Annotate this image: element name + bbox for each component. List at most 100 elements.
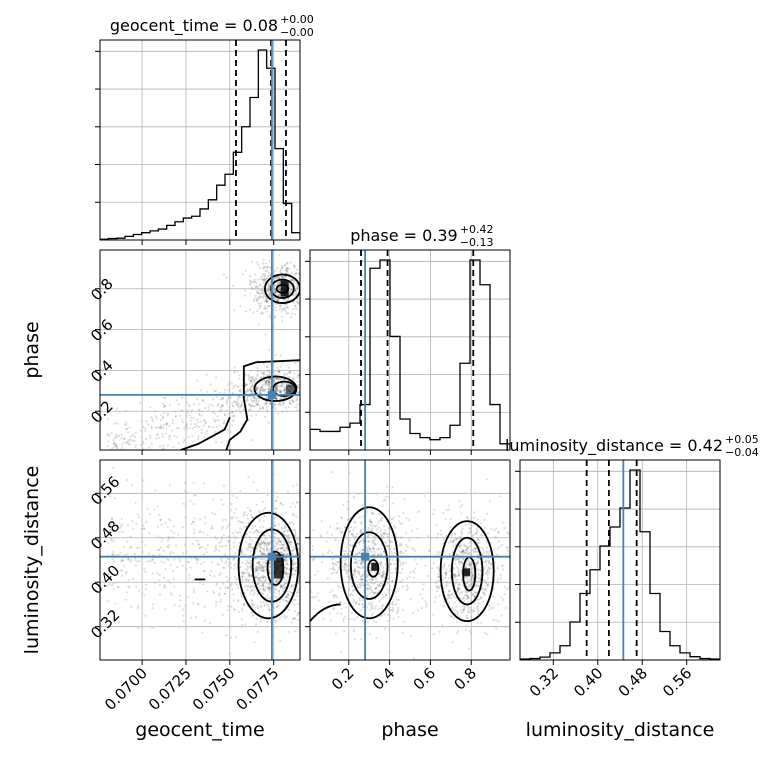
sample-point [236,386,239,389]
sample-point [471,579,474,583]
sample-point [343,602,346,605]
sample-point [410,547,414,550]
sample-point [227,524,230,527]
sample-point [132,527,135,531]
sample-point [108,569,111,573]
sample-point [366,606,369,609]
sample-point [231,415,234,418]
sample-point [173,531,176,534]
sample-point [119,551,122,554]
sample-point [134,564,137,567]
sample-point [265,366,268,369]
sample-point [478,602,481,605]
sample-point [486,574,489,577]
sample-point [479,575,482,578]
sample-point [360,578,364,582]
sample-point [250,380,253,383]
sample-point [235,403,238,406]
sample-point [316,570,319,573]
sample-point [462,597,465,600]
sample-point [113,497,117,500]
sample-point [268,259,271,262]
sample-point [461,558,464,561]
sample-point [294,289,297,292]
sample-point [474,547,477,550]
sample-point [124,554,127,557]
sample-point [370,588,373,592]
sample-point [249,280,252,283]
tick-label-phase: 0.2 [328,664,358,694]
sample-point [262,569,266,572]
sample-point [259,546,262,549]
sample-point [334,594,337,597]
sample-point [405,584,409,587]
sample-point [475,532,478,535]
sample-point [287,376,290,379]
sample-point [267,381,270,384]
sample-point [318,414,320,416]
sample-point [216,415,219,418]
sample-point [149,406,152,409]
sample-point [450,539,453,543]
sample-point [285,534,288,538]
sample-point [303,562,305,564]
sample-point [262,379,265,382]
sample-point [471,568,474,571]
sample-point [373,607,376,610]
sample-point [281,543,284,546]
sample-point [281,275,284,279]
sample-point [362,539,365,542]
sample-point [304,543,306,545]
sample-point [296,396,299,399]
sample-point [263,570,266,573]
sample-point [368,545,371,548]
sample-point [132,470,134,472]
sample-point [483,592,486,596]
sample-point [443,550,446,553]
sample-point [114,452,116,454]
sample-point [281,264,284,268]
sample-point [473,602,476,605]
sample-point [249,546,252,550]
sample-point [196,424,199,427]
sample-point [262,587,265,590]
sample-point [232,532,235,535]
sample-point [500,544,503,547]
sample-point [255,569,258,572]
sample-point [224,389,227,392]
sample-point [365,547,368,550]
sample-point [255,529,258,532]
sample-point [476,621,479,625]
sample-point [274,499,277,502]
sample-point [379,533,383,536]
sample-point [355,600,358,603]
sample-point [200,431,203,435]
sample-point [284,534,287,537]
sample-point [318,563,320,565]
sample-point [384,541,387,545]
sample-point [262,582,265,585]
sample-point [198,531,201,534]
sample-point [197,603,200,606]
sample-point [233,400,236,403]
sample-point [150,443,153,446]
sample-point [352,588,355,592]
sample-point [163,411,166,414]
sample-point [197,435,200,438]
sample-point [260,576,263,579]
sample-point [378,600,381,603]
sample-point [283,558,286,562]
sample-point [379,512,382,516]
title-minus: −0.04 [725,446,759,459]
sample-point [262,552,265,556]
sample-point [200,563,203,566]
sample-point [376,583,379,587]
sample-point [246,396,249,399]
sample-point [285,272,288,275]
sample-point [358,570,361,573]
sample-point [371,578,374,581]
sample-point [232,515,235,519]
sample-point [168,403,171,406]
sample-point [284,388,287,392]
sample-point [296,602,299,605]
